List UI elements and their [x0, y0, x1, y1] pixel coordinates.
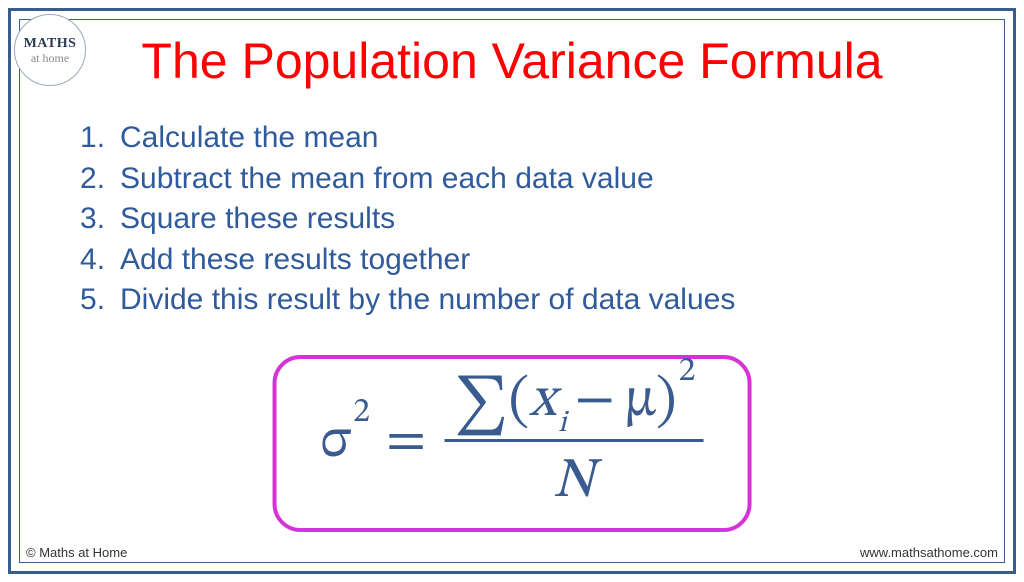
step-item: Square these results	[80, 199, 735, 240]
summation-symbol: ∑	[454, 377, 508, 435]
x-var: x	[529, 373, 556, 429]
step-item: Calculate the mean	[80, 118, 735, 159]
sigma-symbol: σ	[321, 414, 352, 470]
steps-list: Calculate the mean Subtract the mean fro…	[80, 118, 735, 321]
outer-frame: MATHS at home The Population Variance Fo…	[8, 8, 1016, 574]
numerator: ∑ ( x i − μ ) 2	[444, 373, 703, 439]
subscript-i: i	[558, 409, 567, 439]
mu-symbol: μ	[625, 373, 656, 429]
step-item: Add these results together	[80, 240, 735, 281]
step-item: Divide this result by the number of data…	[80, 280, 735, 321]
inner-frame: MATHS at home The Population Variance Fo…	[19, 19, 1005, 563]
minus-sign: −	[575, 373, 615, 429]
variance-formula: σ 2 = ∑ ( x i − μ ) 2	[321, 373, 704, 510]
left-paren: (	[509, 373, 530, 431]
sigma-squared: σ 2	[321, 414, 368, 470]
page-title: The Population Variance Formula	[20, 32, 1004, 90]
fraction: ∑ ( x i − μ ) 2 N	[444, 373, 703, 510]
equals-sign: =	[386, 414, 426, 470]
formula-container: σ 2 = ∑ ( x i − μ ) 2	[273, 355, 752, 532]
exponent-two-num: 2	[679, 355, 696, 389]
denominator: N	[553, 442, 595, 510]
copyright-text: © Maths at Home	[26, 545, 127, 560]
x-sub-i: x i	[529, 373, 564, 429]
step-item: Subtract the mean from each data value	[80, 159, 735, 200]
exponent-two: 2	[353, 396, 370, 430]
right-paren: )	[656, 373, 677, 431]
website-url: www.mathsathome.com	[860, 545, 998, 560]
